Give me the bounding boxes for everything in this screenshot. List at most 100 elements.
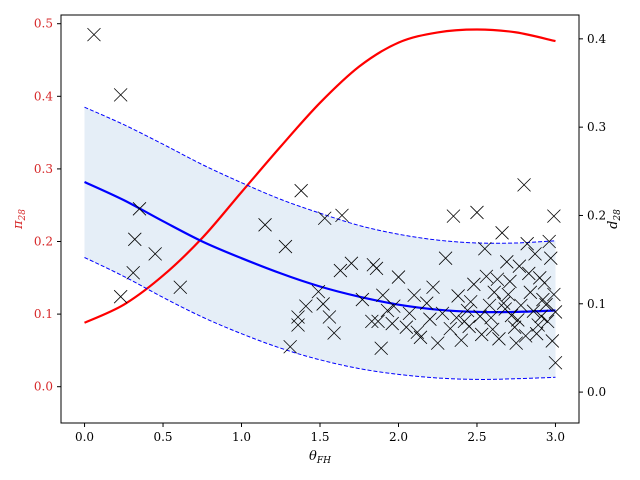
x-marker	[426, 280, 440, 295]
x-marker-stroke-b	[380, 303, 395, 318]
x-marker	[385, 316, 399, 331]
x-marker	[492, 332, 506, 346]
x-marker-stroke-b	[479, 269, 494, 284]
x-marker-stroke-b	[299, 299, 313, 313]
x-marker-stroke-b	[127, 232, 142, 247]
x-marker-stroke-b	[529, 326, 544, 341]
x-marker-stroke-b	[521, 266, 536, 281]
x-marker	[487, 285, 502, 300]
x-marker-stroke-b	[492, 332, 506, 346]
x-marker	[374, 341, 389, 356]
x-marker-stroke-b	[113, 88, 128, 102]
x-marker-stroke-b	[545, 334, 560, 348]
x-marker-stroke-b	[369, 261, 384, 276]
x-marker	[291, 318, 305, 332]
x-marker-stroke-b	[487, 285, 502, 300]
x-marker	[322, 310, 337, 324]
x-marker-stroke-b	[460, 303, 475, 318]
x-marker	[473, 309, 487, 324]
x-marker	[435, 306, 450, 321]
x-marker-stroke-b	[423, 312, 437, 326]
x-marker-stroke-b	[509, 336, 523, 350]
x-marker	[540, 314, 555, 329]
x-marker	[531, 318, 545, 332]
x-marker	[316, 297, 330, 311]
x-marker-stroke-b	[518, 329, 533, 343]
x-marker-stroke-b	[543, 251, 558, 265]
y-left-axis-title-main: π	[11, 220, 26, 230]
x-marker	[317, 211, 332, 226]
x-marker-stroke-b	[399, 320, 414, 334]
y-right-tick-label: 0.0	[587, 385, 606, 399]
y-left-tick-label: 0.1	[34, 307, 53, 321]
x-marker	[291, 310, 305, 324]
x-marker-stroke-b	[291, 318, 305, 332]
x-marker-stroke-b	[517, 178, 531, 192]
x-marker	[467, 277, 481, 292]
x-marker	[454, 333, 469, 348]
markers-layer	[87, 27, 563, 370]
x-marker	[509, 336, 523, 350]
x-marker-stroke-b	[514, 298, 528, 313]
x-marker-stroke-b	[371, 314, 385, 329]
x-marker	[542, 234, 556, 249]
y-left-axis-title: π28	[11, 209, 28, 230]
x-marker-stroke-b	[317, 211, 332, 226]
x-marker	[482, 298, 497, 313]
x-marker-stroke-b	[407, 288, 421, 303]
x-marker	[498, 302, 513, 316]
x-marker	[512, 259, 527, 273]
x-marker	[534, 309, 549, 324]
x-marker	[132, 202, 147, 216]
x-marker	[87, 27, 101, 42]
x-marker	[344, 256, 359, 271]
y-axis-right: 0.0 0.1 0.2 0.3 0.4	[579, 32, 606, 399]
x-marker	[449, 310, 464, 325]
x-marker-stroke-b	[449, 310, 464, 325]
x-marker-stroke-b	[503, 274, 517, 289]
red-curve-line	[84, 28, 556, 324]
x-marker	[529, 326, 544, 341]
x-marker-stroke-b	[540, 314, 555, 329]
x-marker-stroke-b	[536, 292, 550, 307]
x-marker-stroke-b	[316, 297, 330, 311]
x-marker	[391, 270, 406, 284]
x-marker	[311, 284, 326, 299]
x-marker	[423, 312, 437, 326]
x-marker	[443, 321, 458, 336]
x-marker-stroke-b	[327, 326, 341, 340]
x-marker	[413, 330, 428, 345]
x-marker	[474, 327, 489, 342]
x-marker	[496, 296, 511, 310]
x-tick-label: 1.5	[310, 430, 329, 444]
x-marker	[463, 294, 478, 309]
y-right-tick-label: 0.4	[587, 32, 606, 46]
x-marker	[547, 209, 561, 223]
x-marker	[451, 289, 465, 303]
x-marker-stroke-b	[344, 256, 359, 271]
x-marker	[457, 314, 472, 329]
y-right-axis-title-main: d	[606, 221, 621, 229]
x-marker-stroke-b	[374, 341, 389, 356]
x-marker	[537, 276, 552, 290]
x-marker-stroke-b	[402, 306, 417, 321]
x-marker	[543, 251, 558, 265]
x-marker-stroke-b	[457, 314, 472, 329]
x-marker-stroke-b	[470, 205, 484, 220]
x-marker-stroke-b	[548, 305, 563, 319]
x-marker	[526, 304, 541, 318]
x-marker	[460, 303, 475, 318]
x-axis-title: θFH	[309, 449, 331, 466]
x-marker-stroke-b	[454, 333, 469, 348]
x-marker-stroke-b	[335, 208, 349, 223]
y-right-tick-label: 0.1	[587, 297, 606, 311]
x-marker-stroke-b	[322, 310, 337, 324]
x-tick-label: 2.0	[389, 430, 408, 444]
x-marker	[407, 288, 421, 303]
x-marker	[507, 320, 522, 334]
x-marker	[495, 226, 509, 240]
x-marker-stroke-b	[365, 314, 379, 329]
x-marker-stroke-b	[528, 247, 542, 261]
x-marker	[369, 261, 384, 276]
x-marker-stroke-b	[435, 306, 450, 321]
